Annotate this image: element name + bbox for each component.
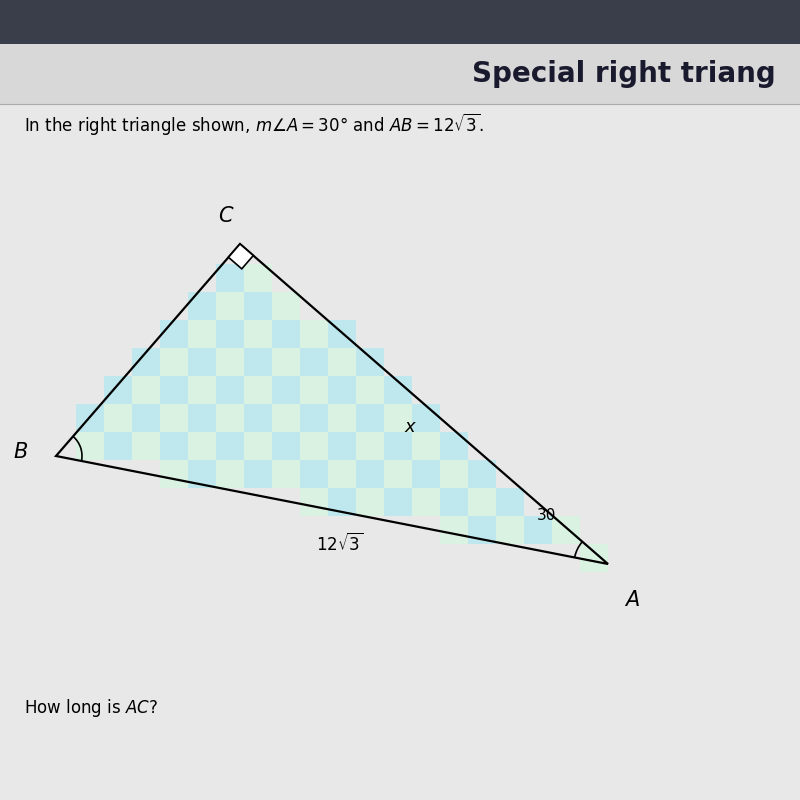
Text: A: A — [626, 590, 640, 610]
Bar — [216, 264, 244, 292]
Bar — [188, 460, 216, 488]
Bar — [244, 320, 272, 348]
Bar — [216, 404, 244, 432]
Bar — [412, 432, 440, 460]
Bar — [580, 544, 608, 572]
Bar — [356, 348, 384, 376]
Bar — [328, 488, 356, 516]
Text: How long is $AC$?: How long is $AC$? — [24, 697, 158, 719]
Bar — [356, 404, 384, 432]
Bar — [104, 404, 132, 432]
Bar — [244, 404, 272, 432]
Text: Special right triang: Special right triang — [472, 60, 776, 88]
Bar — [356, 376, 384, 404]
Bar — [356, 460, 384, 488]
Bar — [132, 404, 160, 432]
Bar — [384, 460, 412, 488]
Bar — [132, 432, 160, 460]
Bar — [412, 404, 440, 432]
Bar — [188, 292, 216, 320]
Bar — [272, 404, 300, 432]
Bar — [188, 404, 216, 432]
Text: $12\sqrt{3}$: $12\sqrt{3}$ — [316, 533, 364, 554]
Bar — [272, 376, 300, 404]
Bar — [300, 432, 328, 460]
Bar — [216, 348, 244, 376]
Bar — [440, 516, 468, 544]
Bar — [300, 320, 328, 348]
Bar — [104, 376, 132, 404]
Bar — [328, 432, 356, 460]
Bar — [244, 292, 272, 320]
Bar — [468, 488, 496, 516]
Bar — [132, 376, 160, 404]
Bar — [76, 432, 104, 460]
Bar — [244, 264, 272, 292]
Bar — [328, 376, 356, 404]
Bar — [272, 432, 300, 460]
Bar — [272, 292, 300, 320]
Bar — [0, 44, 800, 104]
Bar — [76, 404, 104, 432]
Bar — [216, 320, 244, 348]
Bar — [440, 460, 468, 488]
Bar — [440, 432, 468, 460]
Bar — [384, 376, 412, 404]
Bar — [104, 432, 132, 460]
Bar — [244, 432, 272, 460]
Bar — [300, 488, 328, 516]
Polygon shape — [229, 244, 254, 269]
Text: In the right triangle shown, $m\angle A = 30°$ and $AB = 12\sqrt{3}$.: In the right triangle shown, $m\angle A … — [24, 111, 483, 137]
Bar — [468, 516, 496, 544]
Bar — [216, 460, 244, 488]
Bar — [132, 348, 160, 376]
Bar — [328, 460, 356, 488]
Bar — [356, 488, 384, 516]
Bar — [0, 0, 800, 44]
Text: x: x — [404, 418, 414, 436]
Text: 30: 30 — [537, 508, 556, 523]
Bar — [188, 376, 216, 404]
Bar — [328, 320, 356, 348]
Bar — [244, 348, 272, 376]
Bar — [272, 348, 300, 376]
Bar — [356, 432, 384, 460]
Bar — [384, 404, 412, 432]
Bar — [300, 348, 328, 376]
Bar — [412, 488, 440, 516]
Bar — [328, 404, 356, 432]
Bar — [384, 432, 412, 460]
Bar — [272, 460, 300, 488]
Bar — [496, 488, 524, 516]
Bar — [188, 320, 216, 348]
Bar — [216, 292, 244, 320]
Bar — [300, 404, 328, 432]
Bar — [328, 348, 356, 376]
Bar — [300, 460, 328, 488]
Text: C: C — [218, 206, 233, 226]
Bar — [216, 432, 244, 460]
Bar — [412, 460, 440, 488]
Bar — [552, 516, 580, 544]
Bar — [468, 460, 496, 488]
Bar — [160, 460, 188, 488]
Bar — [244, 460, 272, 488]
Bar — [188, 348, 216, 376]
Bar — [440, 488, 468, 516]
Text: B: B — [14, 442, 28, 462]
Bar — [160, 432, 188, 460]
Bar — [244, 376, 272, 404]
Bar — [188, 432, 216, 460]
Bar — [384, 488, 412, 516]
Bar — [496, 516, 524, 544]
Bar — [160, 404, 188, 432]
Bar — [160, 348, 188, 376]
Bar — [272, 320, 300, 348]
Bar — [160, 320, 188, 348]
Bar — [300, 376, 328, 404]
Bar — [216, 376, 244, 404]
Bar — [160, 376, 188, 404]
Bar — [524, 516, 552, 544]
